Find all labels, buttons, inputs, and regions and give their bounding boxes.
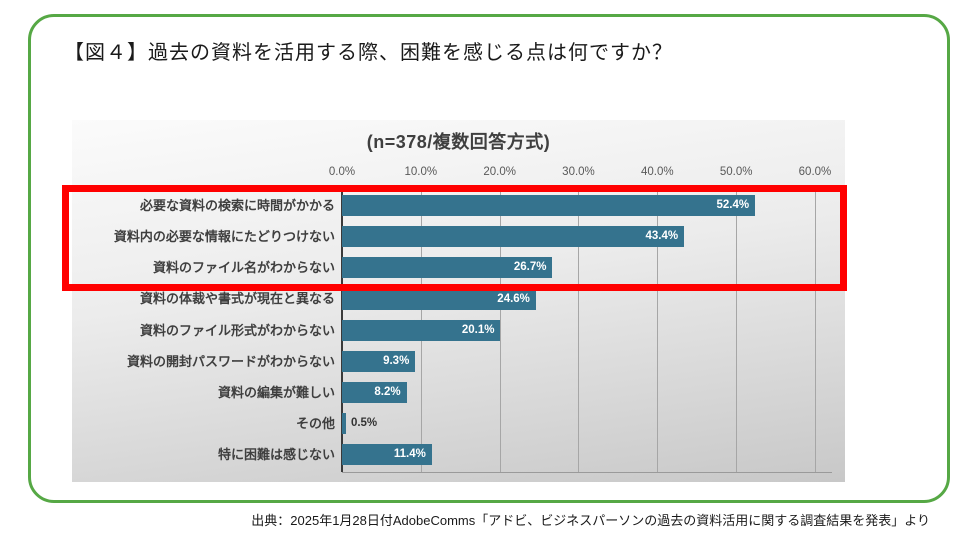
bar-row: 資料の開封パスワードがわからない 9.3% xyxy=(72,346,845,377)
bar-chart-panel: (n=378/複数回答方式) 0.0% 10.0% 20.0% 30.0% 40.0% 5… xyxy=(72,120,845,482)
bar: 26.7% xyxy=(342,257,553,279)
bar-row: その他 0.5% xyxy=(72,408,845,439)
bar: 20.1% xyxy=(342,319,501,341)
bar: 9.3% xyxy=(342,350,416,372)
value-label: 9.3% xyxy=(383,354,410,367)
bar: 52.4% xyxy=(342,195,756,217)
x-tick-label: 20.0% xyxy=(483,166,516,178)
bar-row: 資料内の必要な情報にたどりつけない 43.4% xyxy=(72,221,845,252)
x-tick-label: 10.0% xyxy=(404,166,438,178)
bar xyxy=(342,413,346,435)
bar-row: 資料のファイル名がわからない 26.7% xyxy=(72,252,845,283)
bar-row: 特に困難は感じない 11.4% xyxy=(72,439,845,470)
x-tick-label: 40.0% xyxy=(641,166,674,178)
value-label: 43.4% xyxy=(645,230,679,243)
gridline xyxy=(736,186,738,472)
bar-row: 資料の編集が難しい 8.2% xyxy=(72,377,845,408)
value-label: 24.6% xyxy=(497,292,530,305)
bar: 8.2% xyxy=(342,381,407,403)
category-label: その他 xyxy=(295,416,335,432)
value-label: 8.2% xyxy=(374,385,401,398)
category-label: 資料の開封パスワードがわからない xyxy=(126,353,335,369)
x-tick-label: 50.0% xyxy=(719,166,753,178)
category-label: 資料のファイル形式がわからない xyxy=(139,322,335,338)
plot-bottom-border xyxy=(342,472,832,473)
gridline xyxy=(578,186,580,472)
x-tick-label: 0.0% xyxy=(328,166,356,178)
category-label: 特に困難は感じない xyxy=(217,447,335,463)
chart-subtitle: (n=378/複数回答方式) xyxy=(366,132,551,152)
bar-row: 資料のファイル形式がわからない 20.1% xyxy=(72,315,845,346)
value-label: 26.7% xyxy=(513,261,547,274)
figure-title: 【図４】過去の資料を活用する際、困難を感じる点は何ですか？ xyxy=(64,42,673,64)
bar: 24.6% xyxy=(342,288,536,310)
value-label: 52.4% xyxy=(716,199,750,212)
category-label: 資料のファイル名がわからない xyxy=(152,260,335,276)
bar-row: 必要な資料の検索に時間がかかる 52.4% xyxy=(72,190,845,221)
category-label: 必要な資料の検索に時間がかかる xyxy=(139,198,335,213)
value-label: 20.1% xyxy=(461,323,495,336)
source-citation: 出典：2025年1月28日付AdobeComms「アドビ、ビジネスパーソンの過去… xyxy=(251,513,930,528)
value-label: 0.5% xyxy=(350,417,378,430)
bar: 43.4% xyxy=(342,226,685,248)
category-label: 資料の体裁や書式が現在と異なる xyxy=(139,291,335,307)
category-label: 資料内の必要な情報にたどりつけない xyxy=(113,229,335,245)
x-tick-label: 30.0% xyxy=(562,166,595,178)
gridline xyxy=(814,186,816,472)
x-tick-label: 60.0% xyxy=(798,166,832,178)
value-label: 11.4% xyxy=(393,448,426,461)
category-label: 資料の編集が難しい xyxy=(217,384,335,400)
bar: 11.4% xyxy=(342,444,432,466)
gridline xyxy=(657,186,659,472)
bar-row: 資料の体裁や書式が現在と異なる 24.6% xyxy=(72,283,845,314)
